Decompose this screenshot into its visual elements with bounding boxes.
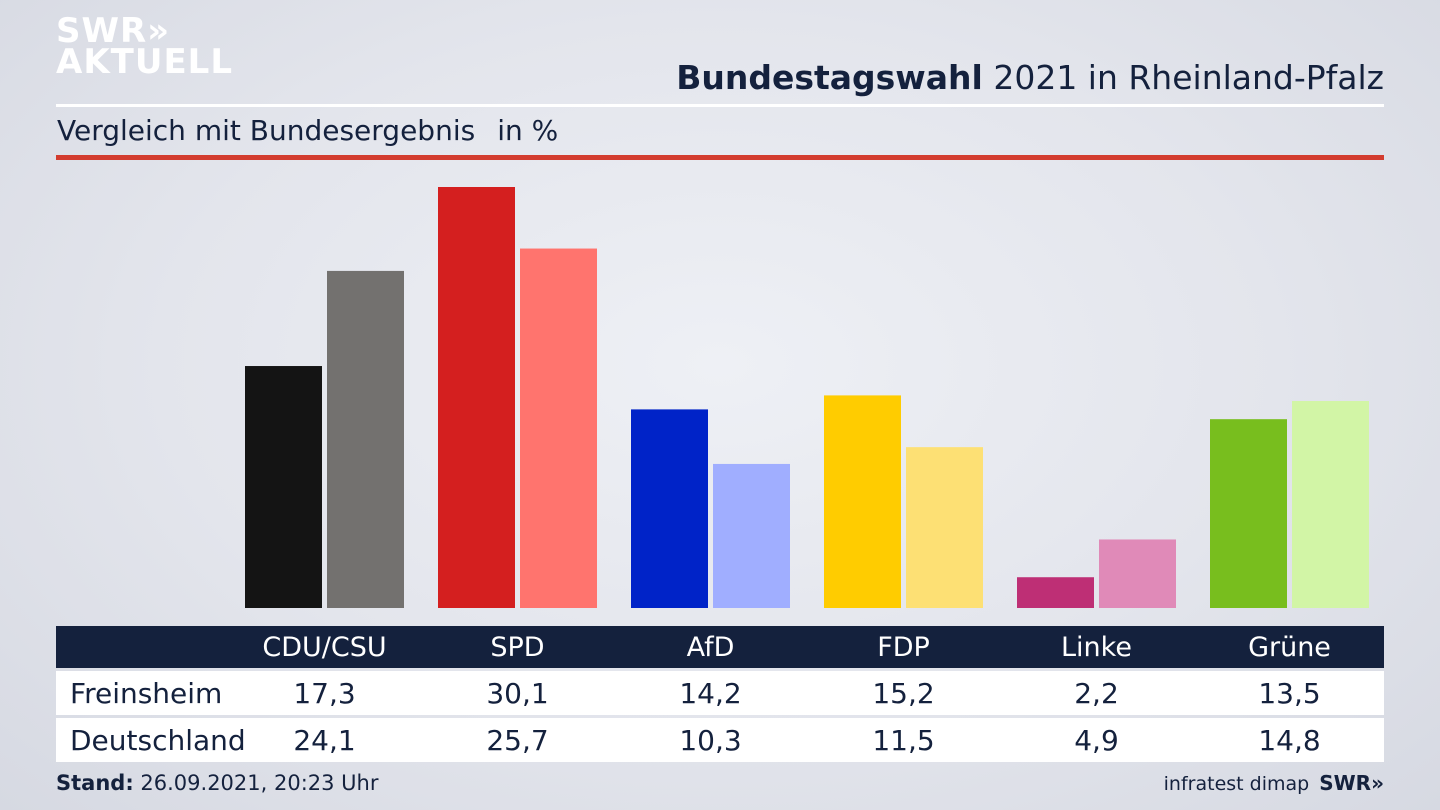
bar-grüne-deutschland: [1292, 400, 1369, 608]
table-cell: 25,7: [486, 723, 549, 757]
chart-subtitle: Vergleich mit Bundesergebnis in %: [57, 114, 558, 147]
title-bold: Bundestagswahl: [676, 58, 983, 97]
table-cell: 15,2: [872, 676, 935, 710]
table-row: Deutschland 24,1 25,7 10,3 11,5 4,9 14,8: [56, 718, 1384, 762]
timestamp: Stand: 26.09.2021, 20:23 Uhr: [56, 771, 379, 795]
bar-cdu-csu-deutschland: [327, 270, 404, 608]
table-cell: 11,5: [872, 723, 935, 757]
table-cell: 13,5: [1258, 676, 1321, 710]
unit-label: in %: [497, 114, 559, 147]
bar-spd-deutschland: [520, 248, 597, 608]
source-text: infratest dimap: [1163, 773, 1310, 795]
bar-fdp-deutschland: [906, 447, 983, 608]
table-cell: 17,3: [293, 676, 356, 710]
column-header: CDU/CSU: [262, 631, 387, 663]
column-header: SPD: [490, 631, 545, 663]
table-cell: 24,1: [293, 723, 356, 757]
column-header: FDP: [877, 631, 930, 663]
column-header: AfD: [686, 631, 735, 663]
swr-small-logo: SWR»: [1319, 771, 1384, 795]
stand-value: 26.09.2021, 20:23 Uhr: [133, 771, 379, 795]
header-divider: [56, 104, 1384, 107]
table-cell: 10,3: [679, 723, 742, 757]
row-label: Deutschland: [70, 723, 246, 757]
title-rest: 2021 in Rheinland-Pfalz: [982, 58, 1384, 97]
accent-divider: [56, 155, 1384, 160]
bar-grüne-freinsheim: [1210, 419, 1287, 608]
page-title: Bundestagswahl 2021 in Rheinland-Pfalz: [676, 58, 1384, 97]
bar-afd-deutschland: [713, 463, 790, 608]
table-cell: 14,8: [1258, 723, 1321, 757]
table-header-row: CDU/CSU SPD AfD FDP Linke Grüne: [56, 626, 1384, 668]
logo-swr-text: SWR: [56, 11, 148, 51]
subtitle-text: Vergleich mit Bundesergebnis: [57, 114, 476, 147]
bar-afd-freinsheim: [631, 409, 708, 608]
table-cell: 30,1: [486, 676, 549, 710]
bar-linke-freinsheim: [1017, 577, 1094, 608]
bar-fdp-freinsheim: [824, 395, 901, 608]
table-row: Freinsheim 17,3 30,1 14,2 15,2 2,2 13,5: [56, 671, 1384, 715]
logo-aktuell-text: AKTUELL: [56, 42, 234, 83]
source-credit: infratest dimap SWR»: [1164, 771, 1384, 795]
row-label: Freinsheim: [70, 676, 223, 710]
table-cell: 14,2: [679, 676, 742, 710]
table-cell: 4,9: [1074, 723, 1119, 757]
stand-label: Stand:: [56, 771, 134, 795]
bar-cdu-csu-freinsheim: [245, 366, 322, 608]
swr-aktuell-logo: SWR» AKTUELL: [56, 14, 234, 83]
column-header: Linke: [1061, 631, 1132, 663]
results-table: CDU/CSU SPD AfD FDP Linke Grüne Freinsheim 17…: [56, 626, 1384, 762]
column-header: Grüne: [1248, 631, 1331, 663]
bar-spd-freinsheim: [438, 187, 515, 608]
bar-linke-deutschland: [1099, 539, 1176, 608]
table-cell: 2,2: [1074, 676, 1119, 710]
